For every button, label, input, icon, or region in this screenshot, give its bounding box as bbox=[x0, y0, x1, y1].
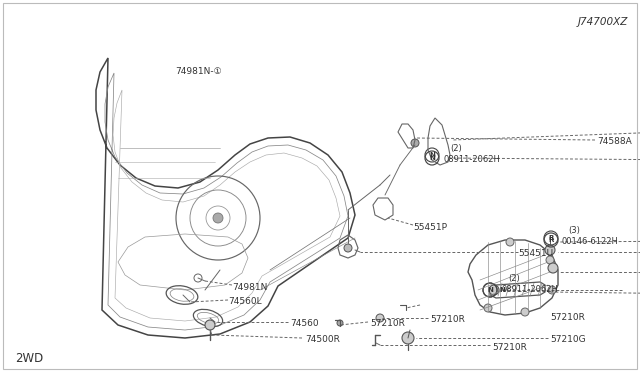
Text: N: N bbox=[487, 287, 493, 293]
Circle shape bbox=[546, 256, 554, 264]
Text: (2): (2) bbox=[450, 144, 461, 153]
Circle shape bbox=[205, 320, 215, 330]
Text: R: R bbox=[548, 237, 554, 243]
Text: 57210G: 57210G bbox=[550, 336, 586, 344]
Text: 57210R: 57210R bbox=[550, 314, 585, 323]
Circle shape bbox=[411, 139, 419, 147]
Circle shape bbox=[213, 213, 223, 223]
Text: 74560L: 74560L bbox=[228, 298, 262, 307]
Circle shape bbox=[548, 263, 558, 273]
Circle shape bbox=[484, 304, 492, 312]
Text: 74981N: 74981N bbox=[232, 282, 268, 292]
Text: 08911-2062H: 08911-2062H bbox=[502, 285, 559, 295]
Circle shape bbox=[545, 245, 555, 255]
Text: 74500R: 74500R bbox=[305, 336, 340, 344]
Circle shape bbox=[548, 286, 556, 294]
Text: (2): (2) bbox=[508, 273, 520, 282]
Circle shape bbox=[506, 238, 514, 246]
Text: 74981N-①: 74981N-① bbox=[175, 67, 221, 77]
Text: 00146-6122H: 00146-6122H bbox=[562, 237, 619, 247]
Circle shape bbox=[521, 308, 529, 316]
Circle shape bbox=[489, 285, 499, 295]
Text: J74700XZ: J74700XZ bbox=[578, 17, 628, 27]
Text: 74588A: 74588A bbox=[597, 138, 632, 147]
Circle shape bbox=[337, 320, 343, 326]
Text: 08911-2062H: 08911-2062H bbox=[443, 155, 500, 164]
Text: R: R bbox=[548, 235, 554, 241]
Text: 57210R: 57210R bbox=[430, 315, 465, 324]
Text: (3): (3) bbox=[568, 225, 580, 234]
Text: 57210R: 57210R bbox=[370, 320, 405, 328]
Text: 57210R: 57210R bbox=[492, 343, 527, 352]
Text: 55451U: 55451U bbox=[518, 250, 553, 259]
Circle shape bbox=[376, 314, 384, 322]
Text: 74560: 74560 bbox=[290, 320, 319, 328]
Text: 2WD: 2WD bbox=[15, 352, 44, 365]
Circle shape bbox=[402, 332, 414, 344]
Text: N: N bbox=[429, 152, 435, 158]
Text: N: N bbox=[499, 287, 505, 293]
Text: 55451P: 55451P bbox=[413, 222, 447, 231]
Circle shape bbox=[344, 244, 352, 252]
Text: N: N bbox=[429, 155, 435, 161]
